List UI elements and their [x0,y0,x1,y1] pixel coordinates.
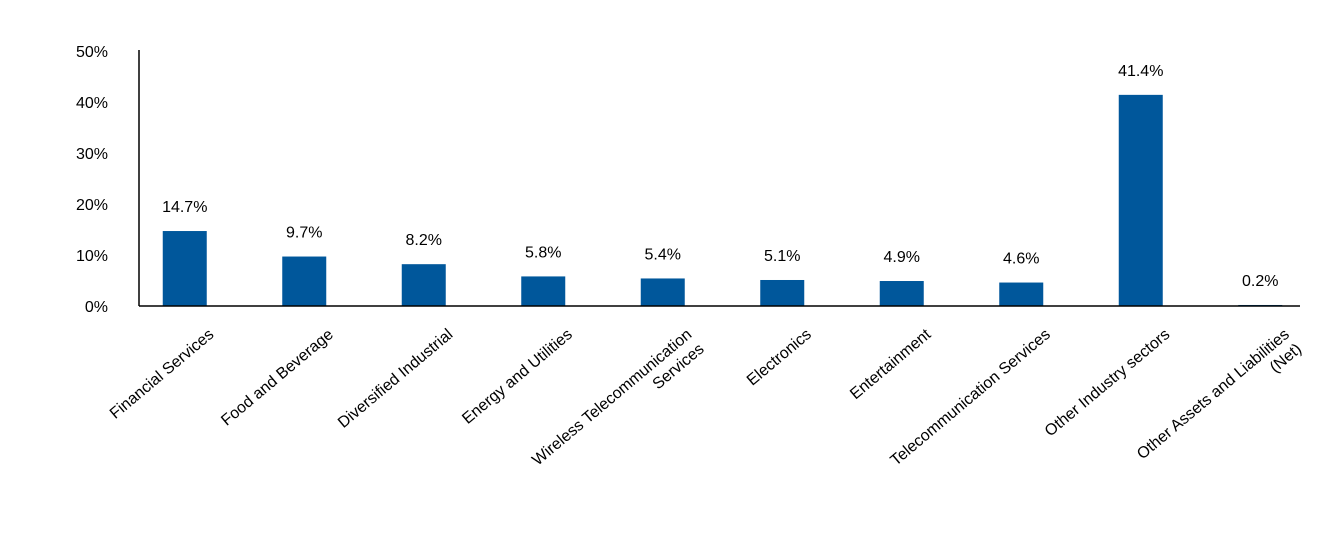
bar-data-label: 8.2% [406,232,442,249]
data-labels: 14.7% 9.7% 8.2% 5.8% 5.4% 5.1% 4.9% 4.6% 41.4% 0.… [162,63,1278,290]
bar [999,282,1044,306]
category-label: Diversified Industrial [335,326,456,432]
y-tick-label: 0% [85,299,108,316]
bar-data-label: 14.7% [162,199,207,216]
bar [640,278,685,306]
bar [1118,94,1163,306]
y-tick-label: 50% [76,44,108,61]
bar [401,264,446,306]
bar-data-label: 4.9% [884,249,920,266]
bar-data-label: 5.4% [645,246,681,263]
bars [162,94,1283,306]
bar-data-label: 9.7% [286,225,322,242]
bar [282,256,327,306]
y-tick-label: 10% [76,248,108,265]
category-label-line: Food and Beverage [218,326,337,429]
category-label-line: Other Industry sectors [1042,326,1173,440]
category-label: Entertainment [847,326,935,403]
category-label: Energy and Utilities [459,326,576,428]
category-label-line: Financial Services [107,326,217,422]
bar-data-label: 4.6% [1003,251,1039,268]
category-label: Food and Beverage [218,326,337,429]
category-label-line: Entertainment [847,326,935,403]
bar [879,281,924,306]
category-label-line: Energy and Utilities [459,326,576,428]
category-label-line: Diversified Industrial [335,326,456,432]
bar [521,276,566,306]
bar-data-label: 5.8% [525,244,561,261]
y-axis-ticks: 0% 10% 20% 30% 40% 50% [76,44,108,316]
category-label-line: Electronics [744,326,815,389]
category-labels: Financial Services Food and BeverageDiver… [107,326,1305,470]
category-label: Electronics [744,326,815,389]
y-tick-label: 30% [76,146,108,163]
y-tick-label: 40% [76,95,108,112]
y-tick-label: 20% [76,197,108,214]
bar-data-label: 41.4% [1118,63,1163,80]
bar [162,231,207,306]
category-label: Other Industry sectors [1042,326,1173,440]
bar-data-label: 5.1% [764,248,800,265]
category-label: Financial Services [107,326,217,422]
bar [760,279,805,306]
bar-data-label: 0.2% [1242,273,1278,290]
